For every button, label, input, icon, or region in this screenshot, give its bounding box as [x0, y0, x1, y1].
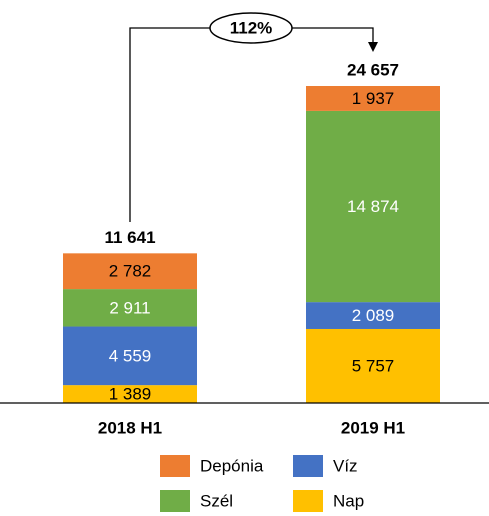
- data-label: 2 911: [109, 298, 150, 317]
- bar-segment: [306, 110, 440, 303]
- x-tick-label: 2019 H1: [341, 418, 405, 437]
- growth-arrow: 112%: [129, 12, 378, 222]
- bar-segment: [63, 326, 197, 386]
- arrow-head: [368, 42, 378, 52]
- bar-segment: [306, 86, 440, 111]
- legend-swatch: [160, 490, 190, 512]
- annotation: 112%: [230, 18, 273, 37]
- legend-label: Szél: [200, 491, 233, 510]
- legend-swatch: [160, 455, 190, 477]
- bar-segment: [63, 385, 197, 403]
- bar-segment: [306, 302, 440, 329]
- data-label: 2 089: [352, 306, 395, 325]
- total-label: 24 657: [347, 60, 399, 79]
- total-label: 11 641: [104, 228, 155, 247]
- legend-swatch: [293, 455, 323, 477]
- data-label: 4 559: [109, 346, 152, 365]
- data-label: 1 937: [352, 89, 395, 108]
- data-label: 14 874: [347, 197, 399, 216]
- legend-label: Depónia: [200, 456, 264, 475]
- annotation-bubble: [209, 12, 293, 44]
- legend-swatch: [293, 490, 323, 512]
- bar-segment: [306, 328, 440, 403]
- legend-label: Nap: [333, 491, 364, 510]
- data-label: 1 389: [109, 385, 152, 404]
- bar-segment: [63, 289, 197, 327]
- x-tick-label: 2018 H1: [98, 418, 162, 437]
- legend-label: Víz: [333, 456, 358, 475]
- bar-segment: [63, 253, 197, 290]
- data-label: 5 757: [352, 356, 395, 375]
- data-label: 2 782: [109, 262, 152, 281]
